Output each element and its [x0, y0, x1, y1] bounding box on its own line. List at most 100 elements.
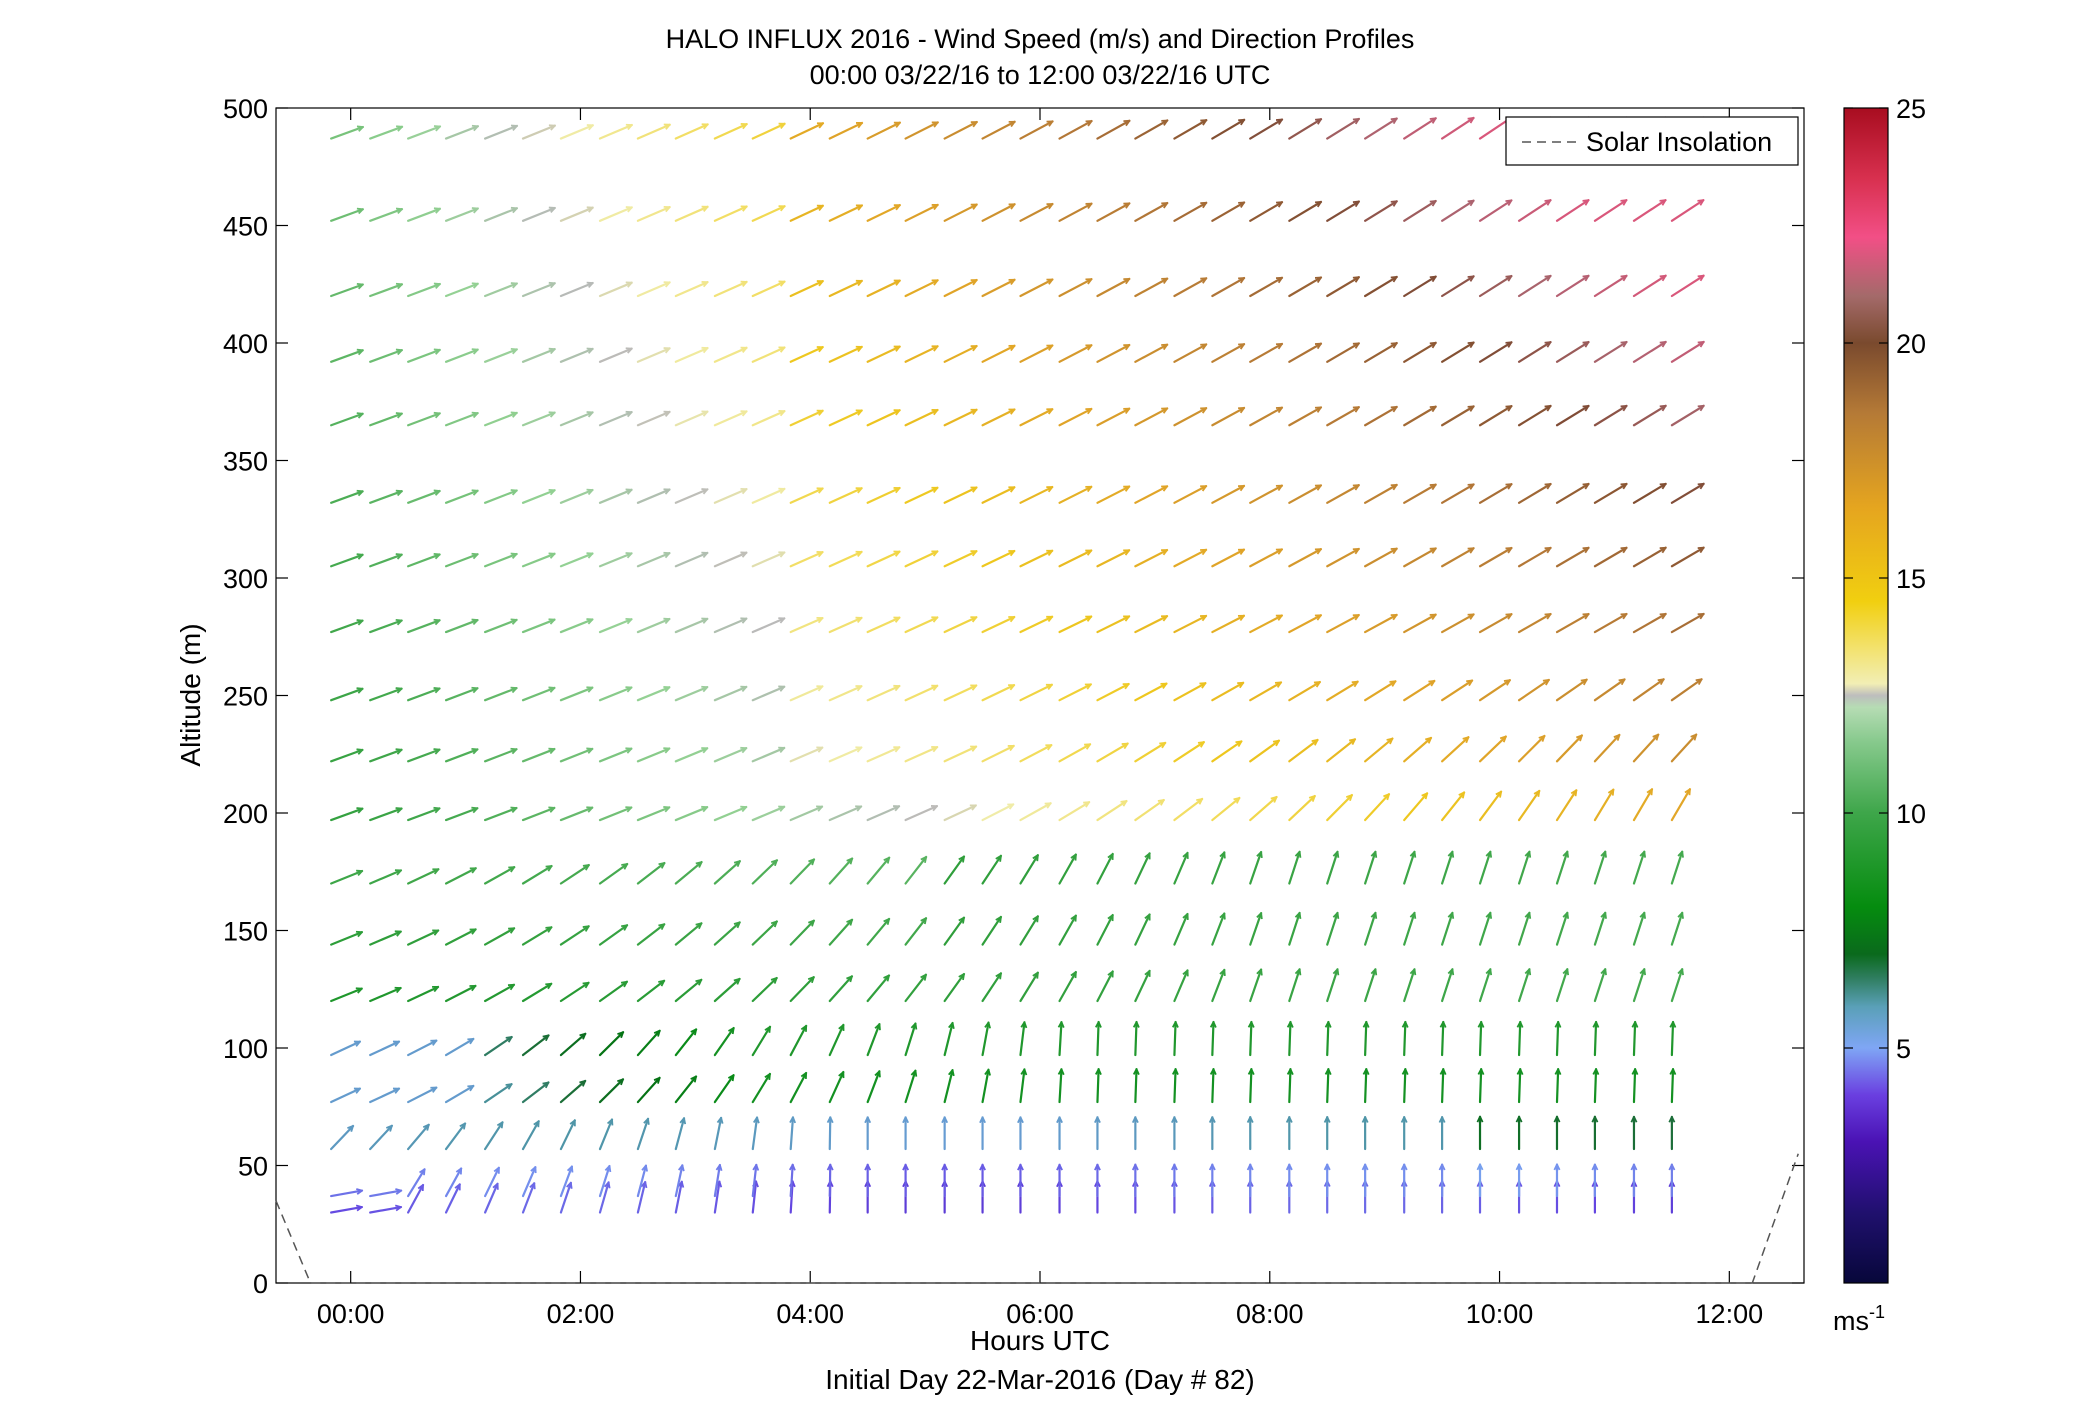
- wind-arrow: [559, 206, 594, 222]
- wind-arrow: [1246, 1116, 1254, 1151]
- legend-box: [1505, 116, 1799, 166]
- wind-arrow: [1170, 1163, 1178, 1198]
- wind-arrow: [1134, 682, 1168, 702]
- wind-arrow: [369, 687, 403, 702]
- wind-arrow: [713, 617, 748, 634]
- wind-arrow: [751, 346, 786, 363]
- wind-arrow: [1058, 970, 1077, 1003]
- wind-arrow: [369, 1188, 403, 1198]
- wind-arrow: [1019, 744, 1053, 763]
- wind-arrow: [1517, 789, 1541, 822]
- wind-arrow: [1403, 341, 1437, 363]
- wind-arrow: [330, 1087, 362, 1104]
- wind-arrow: [1017, 1116, 1024, 1151]
- wind-arrow: [483, 1035, 513, 1057]
- wind-arrow: [521, 982, 553, 1003]
- wind-arrow: [1555, 968, 1570, 1003]
- wind-arrow: [1173, 614, 1208, 634]
- wind-arrow: [1593, 678, 1626, 702]
- wind-arrow: [1593, 404, 1628, 427]
- wind-arrow: [1249, 406, 1284, 427]
- wind-arrow: [407, 868, 440, 885]
- wind-arrow: [1326, 200, 1360, 222]
- wind-arrow: [559, 747, 594, 763]
- wind-arrow: [1517, 199, 1552, 222]
- wind-arrow: [751, 1163, 760, 1198]
- wind-arrow: [981, 120, 1016, 140]
- wind-arrow: [559, 1032, 587, 1057]
- wind-arrow: [1632, 404, 1667, 427]
- wind-arrow: [636, 123, 671, 140]
- wind-arrow: [674, 805, 709, 822]
- wind-arrow: [713, 1074, 735, 1104]
- wind-arrow: [902, 1116, 910, 1151]
- wind-arrow: [674, 123, 709, 140]
- wind-arrow: [713, 205, 748, 222]
- wind-arrow: [483, 552, 518, 568]
- wind-arrow: [1096, 343, 1131, 363]
- x-tick-label: 06:00: [1006, 1299, 1074, 1329]
- wind-arrow: [674, 205, 709, 222]
- wind-arrow: [1364, 968, 1378, 1003]
- wind-arrow: [981, 1068, 991, 1104]
- wind-arrow: [981, 615, 1016, 634]
- wind-arrow: [1632, 199, 1667, 222]
- legend-label-solar-insolation: Solar Insolation: [1586, 127, 1772, 157]
- wind-arrow: [1096, 799, 1128, 822]
- wind-arrow: [1096, 970, 1114, 1003]
- wind-arrow: [1441, 483, 1475, 504]
- wind-arrow: [1441, 199, 1475, 222]
- wind-arrow: [1288, 484, 1323, 504]
- wind-arrow: [713, 280, 748, 298]
- wind-arrow: [1019, 278, 1054, 298]
- wind-arrow: [904, 746, 939, 763]
- wind-arrow: [1478, 199, 1513, 222]
- wind-arrow: [904, 279, 939, 298]
- wind-arrow: [943, 855, 966, 885]
- wind-arrow: [828, 746, 863, 763]
- wind-arrow: [979, 1163, 986, 1198]
- wind-arrow: [1249, 850, 1263, 885]
- wind-arrow: [444, 618, 479, 634]
- plot-area: [275, 107, 1805, 1284]
- wind-arrow: [904, 550, 939, 568]
- wind-arrow: [636, 1180, 648, 1214]
- wind-arrow: [1288, 276, 1323, 298]
- wind-arrow: [1288, 850, 1302, 885]
- wind-arrow: [1134, 615, 1169, 634]
- wind-arrow: [674, 1117, 687, 1151]
- wind-arrow: [981, 344, 1016, 363]
- wind-arrow: [1362, 1020, 1370, 1057]
- wind-arrow: [369, 1087, 401, 1104]
- wind-arrow: [444, 124, 479, 140]
- wind-arrow: [1019, 202, 1054, 222]
- wind-arrow: [866, 684, 901, 702]
- wind-arrow: [1249, 739, 1281, 763]
- wind-arrow: [1249, 968, 1263, 1003]
- wind-arrow: [1058, 743, 1092, 763]
- x-axis-label-day: Initial Day 22-Mar-2016 (Day # 82): [825, 1364, 1255, 1395]
- wind-arrow: [1211, 614, 1246, 634]
- wind-arrow: [1288, 406, 1323, 427]
- wind-arrow: [407, 618, 441, 634]
- wind-arrow: [713, 860, 741, 885]
- wind-arrow: [559, 124, 594, 140]
- wind-arrow: [713, 487, 748, 504]
- wind-arrow: [1403, 792, 1429, 822]
- wind-arrow: [1670, 612, 1705, 634]
- wind-arrow: [1517, 968, 1532, 1003]
- wind-arrow: [521, 1182, 536, 1214]
- wind-arrow: [1478, 613, 1513, 634]
- wind-arrow: [828, 550, 863, 568]
- wind-arrow: [789, 919, 816, 946]
- wind-arrow: [943, 1021, 955, 1057]
- wind-arrow: [713, 746, 748, 763]
- wind-arrow: [1362, 1068, 1370, 1104]
- wind-arrow: [636, 686, 671, 702]
- wind-arrow: [1517, 678, 1550, 702]
- wind-arrow: [1056, 1116, 1063, 1151]
- wind-arrow: [1439, 1068, 1447, 1104]
- wind-arrow: [369, 1124, 393, 1151]
- wind-arrow: [674, 488, 709, 504]
- wind-arrow: [789, 1071, 808, 1104]
